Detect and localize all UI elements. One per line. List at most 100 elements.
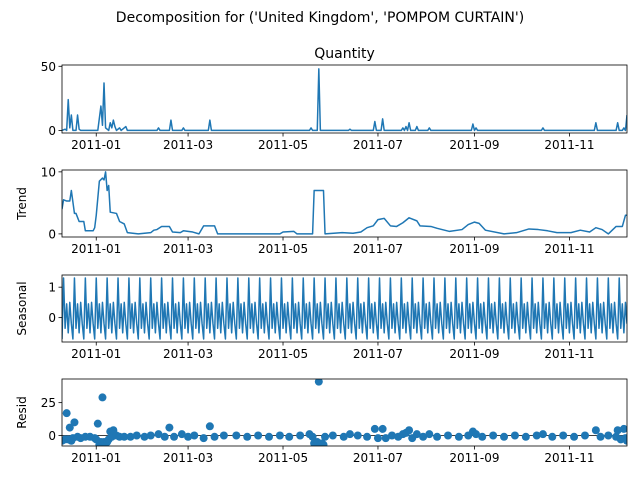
- x-tick-label: 2011-07: [353, 451, 403, 465]
- resid-point: [419, 432, 428, 441]
- y-axis-label: Seasonal: [15, 281, 29, 335]
- resid-point: [373, 434, 382, 443]
- resid-point: [363, 432, 372, 441]
- series-line: [62, 171, 627, 235]
- resid-point: [548, 432, 557, 441]
- resid-point: [70, 418, 79, 427]
- resid-point: [444, 431, 453, 440]
- resid-point: [126, 432, 135, 441]
- series-line: [62, 68, 627, 132]
- resid-point: [570, 432, 579, 441]
- panel-4: 2011-01 2011-03 2011-05 2011-07 2011-09 2011-…: [15, 378, 628, 465]
- plot-area: [62, 171, 627, 235]
- x-tick-label: 2011-09: [449, 347, 499, 361]
- resid-point: [314, 379, 323, 386]
- resid-point: [353, 431, 362, 440]
- y-axis-label: Resid: [15, 396, 29, 428]
- resid-point: [205, 422, 214, 431]
- resid-point: [232, 431, 241, 440]
- resid-point: [387, 431, 396, 440]
- plot-area: [62, 277, 627, 340]
- x-tick-label: 2011-01: [71, 347, 121, 361]
- plot-area: [62, 379, 627, 446]
- resid-point: [321, 432, 330, 441]
- x-tick-label: 2011-11: [544, 242, 594, 256]
- plot-area: [62, 68, 627, 132]
- resid-point: [243, 432, 252, 441]
- resid-point: [559, 431, 568, 440]
- x-tick-label: 2011-03: [163, 242, 213, 256]
- resid-point: [412, 430, 421, 439]
- resid-point: [454, 432, 463, 441]
- resid-point: [339, 432, 348, 441]
- x-tick-label: 2011-07: [353, 138, 403, 152]
- x-tick-label: 2011-11: [544, 138, 594, 152]
- x-tick-label: 2011-07: [353, 347, 403, 361]
- x-tick-label: 2011-03: [163, 451, 213, 465]
- resid-point: [199, 434, 208, 443]
- resid-point: [580, 431, 589, 440]
- x-tick-label: 2011-03: [163, 138, 213, 152]
- y-tick-label: 10: [41, 165, 56, 179]
- resid-point: [165, 423, 174, 432]
- resid-point: [296, 431, 305, 440]
- resid-point: [433, 432, 442, 441]
- resid-point: [521, 432, 530, 441]
- x-tick-label: 2011-09: [449, 138, 499, 152]
- resid-point: [98, 393, 107, 402]
- y-tick-label: 25: [41, 396, 56, 410]
- x-tick-label: 2011-05: [258, 451, 308, 465]
- resid-point: [184, 432, 193, 441]
- x-tick-label: 2011-09: [449, 451, 499, 465]
- figure-title: Decomposition for ('United Kingdom', 'PO…: [116, 10, 524, 26]
- resid-point: [489, 431, 498, 440]
- resid-point: [591, 426, 600, 435]
- resid-point: [265, 432, 274, 441]
- y-axis-label: Trend: [15, 187, 29, 221]
- resid-point: [190, 431, 199, 440]
- series-line: [62, 277, 627, 340]
- x-tick-label: 2011-05: [258, 347, 308, 361]
- resid-point: [210, 432, 219, 441]
- resid-point: [132, 431, 141, 440]
- panel-3: 2011-01 2011-03 2011-05 2011-07 2011-09 2011-…: [15, 274, 628, 361]
- resid-point: [532, 431, 541, 440]
- resid-point: [510, 431, 519, 440]
- x-tick-label: 2011-05: [258, 242, 308, 256]
- subplot-panels: 2011-01 2011-03 2011-05 2011-07 2011-09 2011-…: [15, 46, 628, 465]
- resid-point: [219, 431, 228, 440]
- resid-point: [425, 430, 434, 439]
- resid-point: [319, 440, 328, 446]
- resid-point: [120, 432, 129, 441]
- y-tick-label: 0: [48, 311, 56, 325]
- resid-point: [619, 424, 627, 433]
- axes-frame: [61, 169, 628, 238]
- x-tick-label: 2011-01: [71, 242, 121, 256]
- x-tick-label: 2011-01: [71, 138, 121, 152]
- x-tick-label: 2011-11: [544, 451, 594, 465]
- x-tick-label: 2011-03: [163, 347, 213, 361]
- resid-point: [177, 430, 186, 439]
- resid-point: [478, 432, 487, 441]
- x-tick-label: 2011-01: [71, 451, 121, 465]
- subplot-title: Quantity: [314, 46, 375, 62]
- resid-point: [623, 436, 627, 445]
- resid-point: [170, 432, 179, 441]
- y-tick-label: 0: [48, 124, 56, 138]
- y-tick-label: 1: [48, 281, 56, 295]
- axes-frame: [61, 64, 628, 134]
- resid-point: [370, 424, 379, 433]
- axes-frame: [61, 274, 628, 343]
- panel-2: 2011-01 2011-03 2011-05 2011-07 2011-09 2011-…: [15, 165, 628, 256]
- resid-point: [285, 432, 294, 441]
- resid-point: [308, 432, 317, 441]
- axes-frame: [61, 378, 628, 447]
- resid-point: [405, 426, 414, 435]
- resid-point: [538, 430, 547, 439]
- resid-point: [146, 431, 155, 440]
- x-tick-label: 2011-11: [544, 347, 594, 361]
- resid-point: [62, 409, 71, 418]
- resid-point: [328, 431, 337, 440]
- resid-point: [381, 434, 390, 443]
